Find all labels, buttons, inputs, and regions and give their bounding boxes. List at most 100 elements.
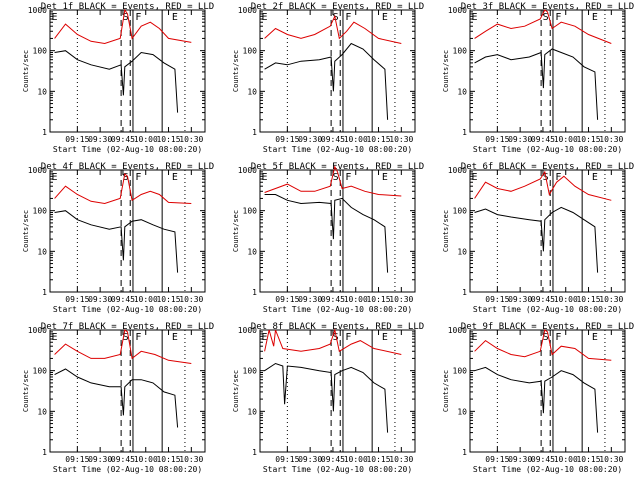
series-line-events [54,368,179,428]
x-tick-label: 10:15 [576,295,600,304]
series-line-events [264,42,389,120]
y-tick-label: 1 [42,128,47,137]
x-tick-label: 09:30 [88,135,112,144]
y-tick-label: 100 [33,367,48,376]
chart-title: Det 8f BLACK = Events, RED = LLD [251,322,424,332]
marker-label: E [472,172,478,183]
y-axis-label: Counts/sec [232,50,240,92]
y-tick-label: 1000 [448,6,467,15]
x-tick-label: 09:30 [88,455,112,464]
y-tick-label: 100 [243,367,258,376]
x-tick-label: 09:30 [88,295,112,304]
y-tick-label: 1 [462,128,467,137]
series-line-events [54,50,179,113]
x-tick-label: 09:45 [531,455,555,464]
x-tick-label: 09:45 [321,295,345,304]
y-tick-label: 10 [247,87,257,96]
marker-label: F [555,12,561,23]
marker-label: E [52,332,58,343]
series-line-lld [54,329,192,364]
x-axis-label: Start Time (02-Aug-10 08:00:20) [473,305,622,314]
y-tick-label: 1000 [238,166,257,175]
series-line-lld [264,165,402,197]
y-tick-label: 10 [457,87,467,96]
x-axis-label: Start Time (02-Aug-10 08:00:20) [473,145,622,154]
chart-title: Det 4f BLACK = Events, RED = LLD [41,162,214,172]
y-tick-label: 100 [33,47,48,56]
y-axis-label: Counts/sec [442,50,450,92]
marker-label: E [172,332,178,343]
x-tick-label: 09:15 [275,295,299,304]
y-tick-label: 100 [243,207,258,216]
y-tick-label: 10 [37,87,47,96]
y-tick-label: 10 [37,407,47,416]
y-tick-label: 1 [42,448,47,457]
y-tick-label: 1 [252,288,257,297]
y-tick-label: 10 [247,407,257,416]
plot-frame [469,169,626,293]
x-tick-label: 10:30 [179,455,203,464]
marker-label: E [172,172,178,183]
x-tick-label: 10:15 [156,135,180,144]
x-tick-label: 09:15 [485,135,509,144]
x-tick-label: 10:00 [344,135,368,144]
x-tick-label: 09:45 [111,135,135,144]
x-axis-label: Start Time (02-Aug-10 08:00:20) [263,145,412,154]
y-tick-label: 1 [462,448,467,457]
y-tick-label: 10 [37,247,47,256]
x-tick-label: 09:15 [275,135,299,144]
marker-label: S [543,332,549,343]
y-tick-label: 10 [457,407,467,416]
chart-panel-9: Det 9f BLACK = Events, RED = LLD 1 10 100 10… [442,322,634,474]
chart-panel-3: Det 3f BLACK = Events, RED = LLD 1 10 100 10… [442,2,634,154]
series-line-events [474,366,599,433]
series-line-events [264,362,389,433]
x-tick-label: 10:00 [134,135,158,144]
chart-title: Det 1f BLACK = Events, RED = LLD [41,2,214,12]
x-tick-label: 09:15 [485,295,509,304]
chart-panel-8: Det 8f BLACK = Events, RED = LLD 1 10 100 10… [232,322,424,474]
plot-frame [259,329,416,453]
x-tick-label: 09:45 [321,455,345,464]
chart-panel-6: Det 6f BLACK = Events, RED = LLD 1 10 100 10… [442,162,634,314]
y-tick-label: 100 [33,207,48,216]
marker-label: S [333,12,339,23]
series-line-events [474,206,599,273]
x-tick-label: 09:15 [65,455,89,464]
chart-panel-5: Det 5f BLACK = Events, RED = LLD 1 10 100 10… [232,162,424,314]
y-axis-label: Counts/sec [232,370,240,412]
series-line-lld [54,8,192,45]
x-tick-label: 10:15 [366,295,390,304]
y-tick-label: 1000 [448,166,467,175]
x-tick-label: 10:00 [134,455,158,464]
x-tick-label: 09:45 [111,295,135,304]
x-tick-label: 10:30 [599,135,623,144]
plot-frame [49,9,206,133]
series-line-events [54,210,179,273]
series-line-lld [474,170,612,201]
y-tick-label: 100 [453,367,468,376]
y-tick-label: 1 [252,128,257,137]
marker-label: E [262,332,268,343]
x-tick-label: 09:30 [508,455,532,464]
x-tick-label: 10:00 [134,295,158,304]
marker-label: E [472,12,478,23]
x-tick-label: 09:15 [275,455,299,464]
y-tick-label: 1000 [28,6,47,15]
x-axis-label: Start Time (02-Aug-10 08:00:20) [53,305,202,314]
marker-label: E [262,12,268,23]
x-axis-label: Start Time (02-Aug-10 08:00:20) [263,305,412,314]
series-line-lld [264,14,402,44]
x-tick-label: 10:30 [389,455,413,464]
x-tick-label: 10:15 [576,135,600,144]
series-line-lld [474,329,612,361]
marker-label: S [333,332,339,343]
y-axis-label: Counts/sec [22,370,30,412]
x-tick-label: 10:30 [179,295,203,304]
marker-label: S [123,172,129,183]
marker-label: S [123,12,129,23]
y-tick-label: 100 [453,47,468,56]
plot-frame [49,329,206,453]
x-tick-label: 10:15 [156,295,180,304]
y-tick-label: 1000 [28,166,47,175]
